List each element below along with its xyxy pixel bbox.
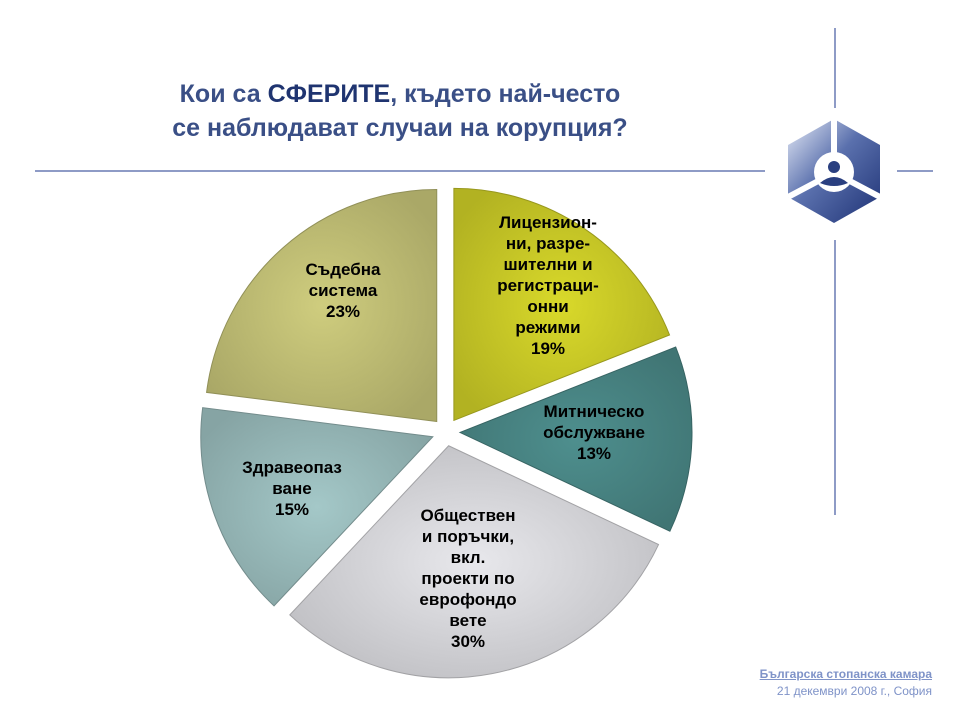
slice-label-line: Здравеопаз — [242, 458, 342, 477]
slide-title: Кои са СФЕРИТЕ, където най-често се набл… — [100, 77, 700, 145]
slice-label-licensing: Лицензион-ни, разре-шителни и регистраци-… — [497, 213, 599, 358]
pie-labels: Лицензион-ни, разре-шителни и регистраци-… — [242, 213, 645, 651]
slice-label-line: система — [309, 281, 378, 300]
footer: Българска стопанска камара 21 декември 2… — [760, 666, 932, 700]
slice-label-line: вкл. — [451, 548, 486, 567]
slice-percent-customs: 13% — [577, 444, 611, 463]
slice-label-line: вете — [449, 611, 486, 630]
slice-label-line: регистраци- — [497, 276, 599, 295]
footer-organization-link[interactable]: Българска стопанска камара — [759, 667, 932, 681]
slice-label-line: проекти по — [421, 569, 514, 588]
slice-public-procurement — [289, 445, 660, 679]
logo-rule-bottom — [834, 240, 836, 515]
title-text-end: , където най-често — [390, 80, 621, 108]
title-line-1: Кои са СФЕРИТЕ, където най-често — [100, 77, 700, 111]
slice-label-line: режими — [515, 318, 580, 337]
title-underline — [35, 170, 765, 172]
slice-label-line: и поръчки, — [422, 527, 514, 546]
slice-label-line: ване — [272, 479, 311, 498]
title-emphasis: СФЕРИТЕ — [267, 80, 391, 108]
slice-healthcare — [200, 407, 434, 607]
slice-label-line: еврофондо — [419, 590, 516, 609]
slice-label-public-procurement: Обществен и поръчки, вкл. проекти по еврофон… — [419, 506, 516, 651]
slice-label-line: обслужване — [543, 423, 645, 442]
slice-label-line: Съдебна — [306, 260, 381, 279]
slice-label-judiciary: Съдебна система 23% — [306, 260, 381, 321]
title-line-2: се наблюдават случаи на корупция? — [172, 114, 628, 142]
slice-label-line: онни — [527, 297, 568, 316]
logo-rule-top — [834, 28, 836, 108]
slice-label-line: Лицензион- — [499, 213, 597, 232]
slice-label-healthcare: Здравеопаз ване 15% — [242, 458, 342, 519]
slice-percent-healthcare: 15% — [275, 500, 309, 519]
slice-label-line: Обществен — [420, 506, 515, 525]
slice-label-customs: Митническо обслужване 13% — [543, 402, 645, 463]
chamber-logo-icon — [786, 119, 882, 223]
slice-label-line: шителни и — [503, 255, 592, 274]
logo-rule-right — [897, 170, 933, 172]
slice-judiciary — [206, 188, 438, 423]
footer-date-place: 21 декември 2008 г., София — [776, 684, 932, 698]
slice-percent-judiciary: 23% — [326, 302, 360, 321]
pie-slices — [200, 187, 693, 679]
slice-customs — [458, 346, 693, 532]
slice-percent-public-procurement: 30% — [451, 632, 485, 651]
slice-percent-licensing: 19% — [531, 339, 565, 358]
slice-label-line: Митническо — [544, 402, 645, 421]
title-text-start: Кои са — [179, 80, 268, 108]
slice-label-line: ни, разре- — [506, 234, 590, 253]
slice-licensing — [453, 187, 671, 422]
